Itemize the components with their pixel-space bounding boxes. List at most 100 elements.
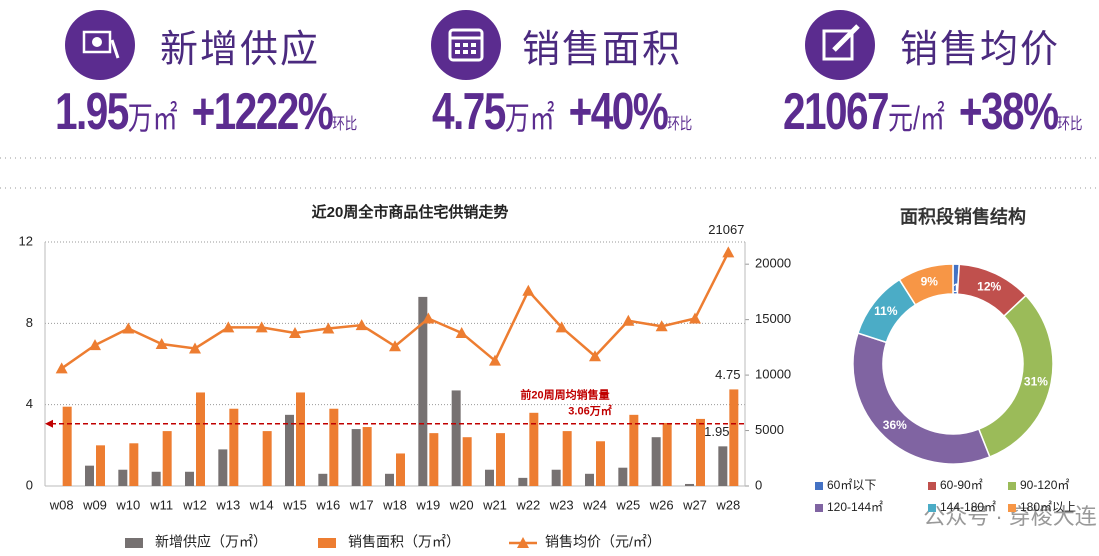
x-tick-label: w28 <box>715 497 740 512</box>
bar <box>618 467 628 486</box>
data-label: 31% <box>1024 375 1048 389</box>
kpi-value: 21067 <box>783 83 890 141</box>
reference-arrow <box>45 419 53 428</box>
x-tick-label: w15 <box>282 497 307 512</box>
pie-slice <box>898 263 954 306</box>
x-tick-label: w13 <box>215 497 240 512</box>
x-tick-label: w10 <box>115 497 140 512</box>
reference-value-label: 3.06万㎡ <box>568 404 611 418</box>
legend-label: 90-120㎡ <box>1020 478 1069 492</box>
marker <box>89 339 101 351</box>
icon <box>431 10 501 80</box>
bar <box>551 469 561 486</box>
kpi-value: 4.75 <box>432 83 506 141</box>
kpi-change: +38% <box>958 83 1059 141</box>
marker <box>355 319 368 331</box>
legend-label: 销售均价（元/㎡） <box>545 534 661 550</box>
x-tick-label: w26 <box>649 497 674 512</box>
bar <box>418 296 428 486</box>
x-tick-label: w23 <box>549 497 574 512</box>
kpi-row: 1.95万㎡ +1222%环比 <box>55 82 357 142</box>
y-tick-label: 12 <box>19 233 33 248</box>
bar <box>62 406 72 486</box>
bar <box>385 473 394 486</box>
legend-label: 新增供应（万㎡） <box>155 534 267 550</box>
marker <box>122 322 135 334</box>
kpi-unit: 万㎡ <box>504 100 555 136</box>
kpi-title: 销售均价 <box>900 29 1061 71</box>
legend-swatch <box>928 504 936 512</box>
x-tick-label: w18 <box>382 497 407 512</box>
kpi-change-label: 环比 <box>1057 116 1083 133</box>
legend-swatch <box>815 482 823 490</box>
bar <box>496 433 505 486</box>
legend-label: 销售面积（万㎡） <box>348 534 460 550</box>
x-tick-label: w17 <box>349 497 374 512</box>
bar <box>285 414 294 486</box>
x-tick-label: w08 <box>49 497 74 512</box>
data-label: 36% <box>883 418 907 432</box>
legend-swatch <box>318 538 336 548</box>
bar <box>318 473 328 486</box>
data-label: 21067 <box>708 222 744 237</box>
x-tick-label: w27 <box>682 497 707 512</box>
bar <box>396 453 405 486</box>
legend-label: 60-90㎡ <box>940 478 983 492</box>
x-tick-label: w22 <box>515 497 540 512</box>
marker <box>455 326 468 338</box>
icon <box>65 10 135 80</box>
bar <box>729 389 739 486</box>
y2-tick-label: 5000 <box>755 422 784 437</box>
kpi-value: 1.95 <box>55 83 129 141</box>
bar <box>696 418 705 486</box>
legend-swatch <box>1008 482 1016 490</box>
kpi-unit: 万㎡ <box>127 100 178 136</box>
bar <box>185 471 194 486</box>
marker <box>155 338 168 350</box>
kpi-title: 新增供应 <box>160 29 321 71</box>
bar <box>462 437 472 486</box>
bar <box>451 390 461 486</box>
marker <box>289 326 301 338</box>
bar <box>229 408 239 486</box>
y2-tick-label: 15000 <box>755 311 791 326</box>
legend-swatch <box>928 482 936 490</box>
x-tick-label: w14 <box>249 497 274 512</box>
marker <box>389 340 401 352</box>
marker <box>55 362 68 374</box>
chart-title: 面积段销售结构 <box>900 206 1026 227</box>
data-label: 12% <box>977 279 1001 293</box>
marker <box>222 321 235 333</box>
legend-label: 180㎡以上 <box>1020 500 1076 514</box>
x-tick-label: w12 <box>182 497 207 512</box>
y-tick-label: 0 <box>26 477 33 492</box>
bar <box>262 431 272 486</box>
data-label: 1.95 <box>704 424 729 439</box>
x-tick-label: w09 <box>82 497 107 512</box>
x-tick-label: w11 <box>149 497 173 512</box>
bar <box>596 441 605 486</box>
bar <box>685 483 694 486</box>
kpi-row: 21067元/㎡ +38%环比 <box>783 82 1083 142</box>
chart-title: 近20周全市商品住宅供销走势 <box>312 203 509 221</box>
x-tick-label: w19 <box>415 497 440 512</box>
bar <box>518 477 528 486</box>
kpi-change-label: 环比 <box>667 116 693 133</box>
legend-label: 144-180㎡ <box>940 500 996 514</box>
bar <box>629 414 639 486</box>
bar <box>218 449 228 486</box>
y-tick-label: 8 <box>26 315 33 330</box>
x-tick-label: w20 <box>449 497 474 512</box>
icon <box>805 10 875 80</box>
bar <box>562 431 572 486</box>
legend-swatch <box>125 538 143 548</box>
legend-swatch <box>517 537 529 548</box>
bar <box>351 429 361 486</box>
marker <box>189 342 201 354</box>
bar <box>529 412 539 486</box>
bar <box>429 433 439 486</box>
y2-tick-label: 20000 <box>755 256 791 271</box>
y2-tick-label: 0 <box>755 477 762 492</box>
